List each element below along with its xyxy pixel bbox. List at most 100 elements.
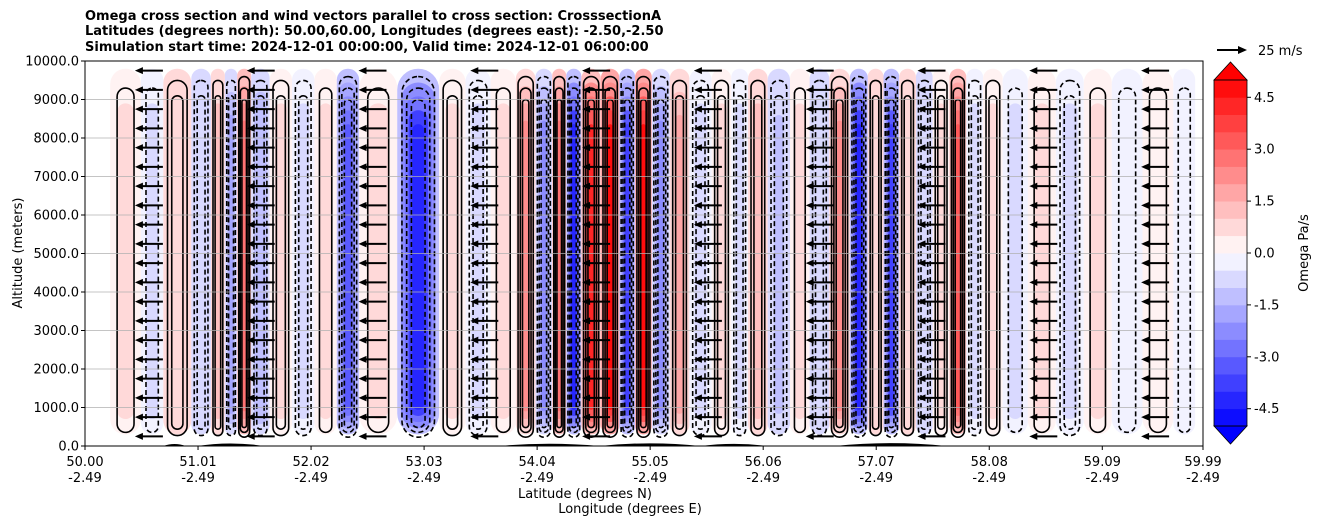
wind-vector-head	[1141, 336, 1150, 344]
omega-band	[274, 103, 288, 420]
x-tick-label-lat: 58.08	[971, 455, 1008, 470]
omega-contour	[604, 87, 617, 434]
colorbar-level	[1214, 287, 1247, 306]
x-tick-label-lat: 53.03	[405, 455, 442, 470]
wind-vector-head	[470, 317, 479, 325]
quiver-key: 25 m/s	[1217, 44, 1303, 59]
omega-contour	[405, 87, 431, 434]
omega-contour	[602, 75, 619, 438]
terrain-ridge	[599, 443, 701, 446]
wind-vector-head	[917, 67, 926, 75]
wind-vector-head	[134, 86, 143, 94]
wind-vector-head	[805, 375, 814, 383]
omega-contour	[553, 75, 566, 438]
wind-vector-head	[582, 201, 591, 209]
wind-vector-head	[693, 298, 702, 306]
omega-contour	[620, 75, 635, 438]
wind-vector-head	[1141, 394, 1150, 402]
omega-contour	[636, 75, 651, 438]
wind-vector-head	[470, 336, 479, 344]
wind-vector-head	[358, 124, 367, 132]
wind-vector-head	[358, 182, 367, 190]
wind-vector-head	[246, 163, 255, 171]
omega-band	[228, 114, 234, 414]
omega-contour	[366, 87, 390, 434]
wind-vector-head	[582, 394, 591, 402]
y-axis-label: Altitude (meters)	[11, 198, 26, 309]
omega-contour	[294, 79, 312, 437]
wind-vector-head	[470, 67, 479, 75]
wind-vector-head	[358, 355, 367, 363]
omega-contour	[671, 79, 688, 437]
colorbar-level	[1214, 374, 1247, 392]
omega-contour	[468, 79, 488, 437]
omega-contour	[193, 79, 209, 437]
wind-vector-head	[1029, 317, 1038, 325]
wind-vector-head	[246, 336, 255, 344]
wind-vector-head	[470, 144, 479, 152]
wind-vector-head	[1029, 124, 1038, 132]
wind-vector-head	[693, 182, 702, 190]
omega-contour	[116, 87, 135, 434]
x-axis-label-lat: Latitude (degrees N)	[518, 487, 652, 502]
wind-vector-head	[1141, 221, 1150, 229]
wind-vector-head	[358, 240, 367, 248]
wind-vector-head	[805, 144, 814, 152]
colorbar-extend-max	[1213, 61, 1248, 81]
wind-vector-head	[1029, 394, 1038, 402]
omega-contour	[237, 75, 251, 438]
wind-vector-head	[1141, 67, 1150, 75]
wind-vector-head	[805, 259, 814, 267]
wind-vector-head	[917, 182, 926, 190]
wind-vector-head	[358, 413, 367, 421]
omega-contour	[968, 79, 982, 437]
omega-contour	[1007, 87, 1023, 434]
wind-vector-head	[134, 201, 143, 209]
wind-vector-head	[1141, 278, 1150, 286]
wind-vector-head	[582, 278, 591, 286]
wind-vector-head	[1029, 355, 1038, 363]
omega-contours	[116, 75, 1192, 438]
wind-vector-head	[358, 375, 367, 383]
omega-band	[625, 124, 630, 410]
wind-vector-head	[134, 67, 143, 75]
wind-vector-head	[805, 105, 814, 113]
wind-vector-head	[470, 182, 479, 190]
omega-contour	[869, 79, 882, 437]
wind-vector-head	[693, 432, 702, 440]
omega-band	[675, 114, 684, 414]
omega-band	[367, 103, 389, 420]
wind-vector-head	[358, 86, 367, 94]
omega-band	[735, 103, 745, 420]
x-tick-label-lat: 56.06	[745, 455, 782, 470]
omega-contour	[753, 95, 763, 430]
wind-vector-head	[246, 86, 255, 94]
wind-vector-head	[1141, 124, 1150, 132]
wind-vector-head	[134, 432, 143, 440]
omega-contour	[750, 79, 766, 437]
omega-band	[1008, 103, 1023, 420]
omega-contour	[950, 75, 966, 438]
wind-vector-head	[1141, 259, 1150, 267]
wind-vector-head	[693, 221, 702, 229]
wind-vector-head	[805, 278, 814, 286]
wind-vector-head	[1029, 182, 1038, 190]
chart-title-line-3: Simulation start time: 2024-12-01 00:00:…	[85, 40, 649, 55]
omega-contour	[622, 87, 633, 434]
wind-vector-head	[358, 67, 367, 75]
wind-vector-head	[693, 355, 702, 363]
omega-band	[1173, 68, 1196, 435]
omega-contour	[1063, 95, 1077, 430]
terrain	[163, 443, 947, 446]
omega-band	[987, 103, 999, 420]
wind-vector-head	[917, 432, 926, 440]
chart-title-line-2: Latitudes (degrees north): 50.00,60.00, …	[85, 24, 664, 39]
wind-vector-head	[134, 317, 143, 325]
wind-vector-head	[917, 298, 926, 306]
x-tick-label-lon: -2.49	[859, 471, 893, 486]
omega-contour	[495, 87, 511, 434]
wind-vector-head	[134, 259, 143, 267]
terrain-ridge	[700, 443, 768, 446]
wind-vector-head	[582, 105, 591, 113]
omega-contour	[517, 75, 535, 438]
